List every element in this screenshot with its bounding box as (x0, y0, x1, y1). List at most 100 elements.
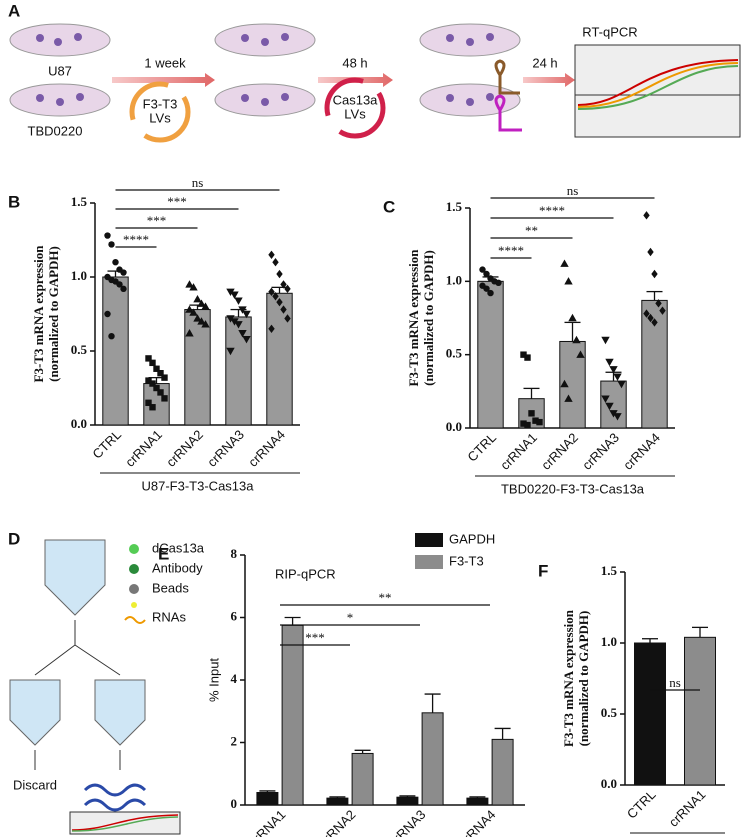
data-point (605, 402, 614, 411)
data-point (483, 270, 490, 278)
data-point (226, 315, 235, 323)
x-tick-label: crRNA4 (620, 430, 663, 473)
y-tick-label: 4 (231, 671, 238, 686)
bar (326, 797, 349, 806)
data-point (149, 404, 156, 411)
y-tick-label: 0 (231, 796, 238, 811)
data-point (112, 259, 119, 266)
y-tick-label: 0.5 (71, 342, 88, 357)
cells (36, 33, 494, 106)
legend-label: GAPDH (449, 531, 495, 546)
y-tick-label: 0.0 (446, 419, 462, 434)
data-point (495, 279, 502, 286)
cell-line: U87 (48, 63, 72, 78)
y-axis-label: (normalized to GAPDH) (46, 246, 61, 382)
data-point (120, 269, 127, 276)
data-point (185, 329, 194, 337)
data-point (108, 333, 115, 340)
significance-label: ** (379, 590, 392, 605)
x-tick-label: crRNA1 (122, 427, 165, 470)
y-tick-label: 0.0 (71, 416, 87, 431)
panel-letter: A (8, 1, 20, 20)
data-point (104, 232, 111, 239)
y-axis-label: (normalized to GAPDH) (421, 250, 436, 386)
data-point (104, 310, 111, 318)
data-point (161, 395, 168, 402)
legend-label: F3-T3 (449, 553, 484, 568)
x-axis-label: TBD0220-F3-T3-Cas13a (501, 481, 645, 496)
bar (477, 280, 504, 429)
x-tick-label: crRNA1 (497, 430, 540, 473)
y-tick-label: 1.5 (601, 563, 618, 578)
y-axis-label: F3-T3 mRNA expression (406, 249, 421, 387)
bar (466, 797, 489, 806)
data-point (201, 320, 210, 328)
x-tick-label: CTRL (89, 427, 124, 462)
x-tick-label: crRNA2 (316, 807, 359, 837)
data-point (524, 354, 531, 361)
x-tick-label: crRNA2 (163, 427, 206, 470)
data-point (242, 335, 251, 344)
data-point (230, 318, 239, 326)
panel-letter: F (538, 561, 548, 580)
significance-label: *** (305, 630, 325, 645)
data-point (268, 287, 275, 296)
data-point (149, 380, 156, 387)
data-point (268, 250, 275, 259)
legend-dot (129, 584, 139, 594)
x-tick-label: CTRL (624, 787, 659, 822)
significance-label: **** (539, 203, 565, 218)
bar (634, 642, 666, 786)
x-axis-label: U87-F3-T3-Cas13a (142, 478, 255, 493)
legend-dot (131, 602, 137, 608)
data-point (226, 288, 235, 296)
data-point (185, 305, 194, 313)
data-point (189, 308, 198, 316)
data-point (157, 370, 164, 377)
data-point (487, 289, 494, 297)
data-point (576, 350, 585, 358)
data-point (234, 297, 243, 305)
bar (396, 796, 419, 806)
data-point (520, 351, 527, 358)
legend-dot (129, 544, 139, 554)
curve (71, 816, 179, 832)
crrna (494, 94, 522, 132)
y-axis-label: (normalized to GAPDH) (576, 611, 591, 747)
significance-label: *** (147, 213, 167, 228)
y-tick-label: 6 (231, 608, 238, 623)
data-point (564, 394, 573, 402)
y-tick-label: 0.5 (601, 705, 618, 720)
panel-letter: C (383, 197, 395, 216)
curve (71, 814, 179, 831)
data-point (238, 306, 247, 314)
vector-label: LVs (149, 110, 171, 125)
data-point (201, 302, 210, 310)
bar (684, 636, 716, 786)
y-axis-label: % Input (206, 658, 221, 702)
data-point (564, 277, 573, 285)
data-point (532, 417, 539, 424)
step: 24 h (532, 55, 557, 70)
data-point (609, 366, 618, 374)
data-point (601, 395, 610, 403)
data-point (234, 321, 243, 329)
data-point (238, 330, 247, 338)
data-point (528, 410, 535, 417)
data-point (601, 336, 610, 345)
panel-letter: E (158, 544, 169, 563)
arrow (34, 750, 121, 770)
data-point (189, 283, 198, 291)
significance-label: ** (525, 223, 538, 238)
data-point (483, 285, 490, 292)
data-point (613, 413, 622, 421)
data-point (193, 314, 202, 322)
bar (600, 380, 627, 429)
vector-label: Cas13a (333, 92, 379, 107)
data-point (276, 297, 283, 307)
legend-label: RNAs (152, 609, 186, 624)
chart-title: RIP-qPCR (275, 566, 336, 581)
crrna (494, 59, 520, 95)
y-tick-label: 1.5 (446, 199, 463, 214)
